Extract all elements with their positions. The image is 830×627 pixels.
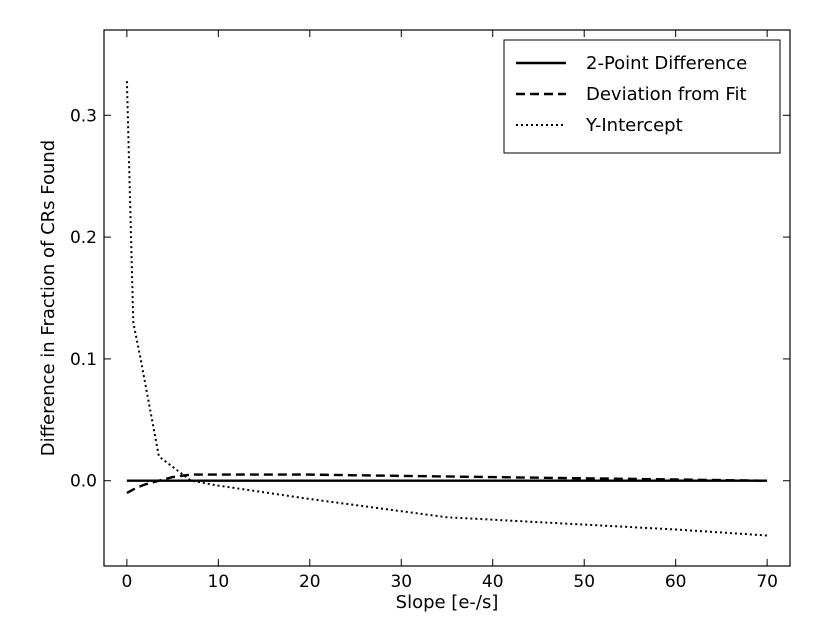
y-tick-label: 0.3 [70, 106, 97, 126]
x-tick-label: 70 [756, 572, 778, 592]
x-tick-label: 60 [665, 572, 687, 592]
x-axis-label: Slope [e-/s] [396, 592, 499, 613]
legend-label: Y-Intercept [585, 115, 683, 136]
x-tick-label: 30 [390, 572, 412, 592]
y-tick-label: 0.0 [70, 472, 97, 492]
legend: 2-Point Difference Deviation from Fit Y-In… [503, 39, 781, 154]
y-axis-label: Difference in Fraction of CRs Found [38, 140, 59, 456]
legend-box [503, 39, 781, 154]
series-line-1 [126, 473, 768, 494]
x-tick-label: 20 [299, 572, 321, 592]
legend-label: Deviation from Fit [586, 84, 747, 105]
x-tick-label: 50 [573, 572, 595, 592]
x-tick-label: 10 [208, 572, 230, 592]
y-tick-label: 0.1 [70, 350, 97, 370]
axis-ticks: 0 10 20 30 40 50 60 70 0.0 0.1 0.2 0.3 [70, 30, 790, 592]
x-tick-label: 0 [121, 572, 132, 592]
x-tick-label: 40 [482, 572, 504, 592]
y-tick-label: 0.2 [70, 228, 97, 248]
series-lines [125, 81, 768, 537]
legend-label: 2-Point Difference [586, 53, 747, 74]
